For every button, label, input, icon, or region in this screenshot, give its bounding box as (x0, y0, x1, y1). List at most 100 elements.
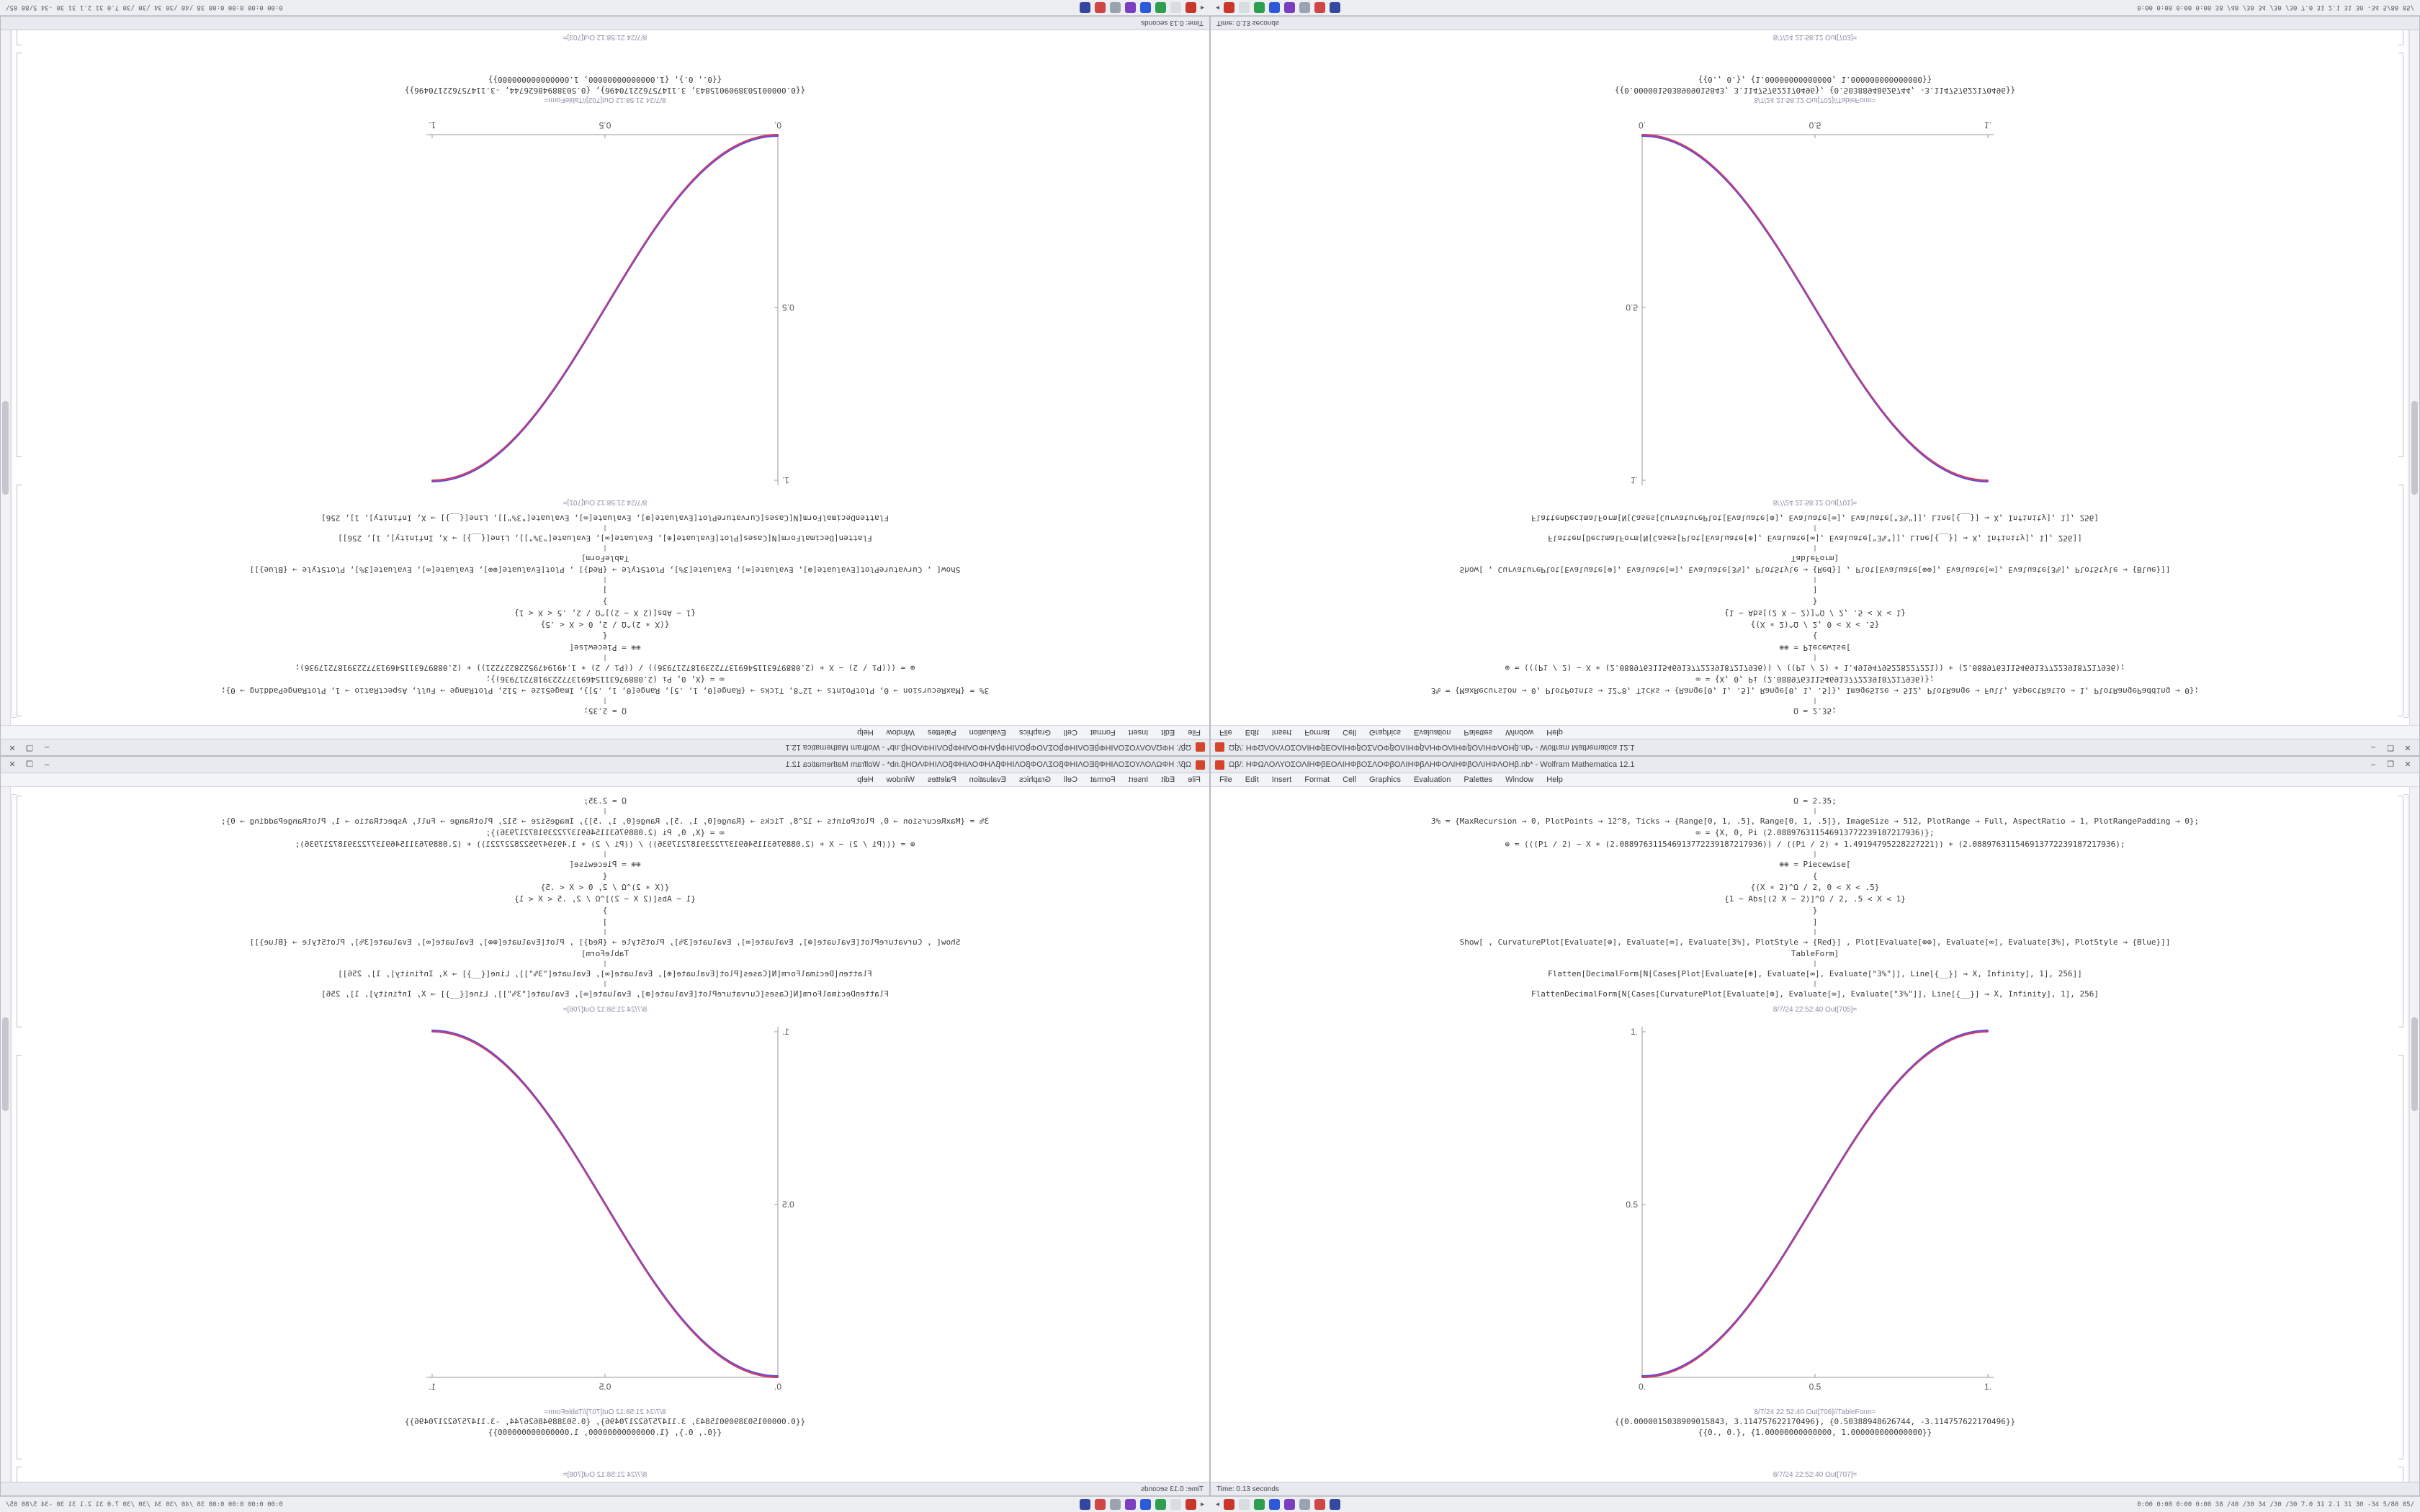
input-code-line[interactable]: {(X ∗ 2)^Ω / 2, 0 < X < .5} (1750, 883, 1880, 892)
app-crimson-icon[interactable] (1314, 1499, 1326, 1510)
vertical-scrollbar[interactable] (2409, 787, 2419, 1482)
input-code-line[interactable]: ⊕ = (((Pi / 2) − X ∗ (2.0889763115469137… (295, 840, 915, 849)
app-red-icon[interactable] (1185, 1499, 1196, 1510)
input-code-line[interactable]: 3% = {MaxRecursion → 0, PlotPoints → 12^… (1430, 686, 2200, 696)
input-code-line[interactable]: { (602, 871, 608, 881)
menu-cell[interactable]: Cell (1343, 775, 1357, 784)
app-red-icon[interactable] (1185, 2, 1196, 13)
menu-file[interactable]: File (1219, 728, 1232, 737)
scrollbar-thumb[interactable] (2, 1017, 9, 1111)
menu-file[interactable]: File (1188, 728, 1201, 737)
input-code-line[interactable]: 3% = {MaxRecursion → 0, PlotPoints → 12^… (1430, 816, 2200, 826)
app-gray-icon[interactable] (1299, 2, 1311, 13)
app-gray-icon[interactable] (1299, 1499, 1311, 1510)
menu-palettes[interactable]: Palettes (1464, 728, 1493, 737)
menu-help[interactable]: Help (1546, 775, 1563, 784)
menu-evaluation[interactable]: Evaluation (1414, 728, 1451, 737)
window-titlebar[interactable]: Ωβ/: ΗΦΩΛΟΛΥΟΣΟΛΙΗΦβΕΟΛΙΗΦβΟΣΛΟΦβΟΛΙΗΦβΛ… (1, 739, 1209, 755)
input-code-line[interactable]: ⊕⊕ = Piecewise[ (1779, 643, 1851, 652)
input-code-line[interactable]: Show[ , CurvaturePlot[Evaluate[⊕], Evalu… (249, 565, 961, 575)
input-code-line[interactable]: } (1812, 597, 1818, 606)
menu-palettes[interactable]: Palettes (1464, 775, 1493, 784)
app-light-icon[interactable] (1170, 2, 1181, 13)
minimize-button[interactable]: – (44, 743, 50, 752)
input-code-line[interactable]: } (1812, 906, 1818, 915)
app-light-icon[interactable] (1170, 1499, 1181, 1510)
input-code-line[interactable]: Ω = 2.35; (583, 796, 627, 806)
vertical-scrollbar[interactable] (2409, 30, 2419, 725)
app-navy-icon[interactable] (1330, 1499, 1341, 1510)
close-button[interactable]: ✕ (2404, 743, 2411, 752)
input-code-line[interactable]: FlattenDecimalForm[N[Cases[CurvaturePlot… (321, 989, 889, 999)
app-crimson-icon[interactable] (1094, 1499, 1106, 1510)
app-gray-icon[interactable] (1109, 1499, 1121, 1510)
app-purple-icon[interactable] (1124, 1499, 1136, 1510)
app-navy-icon[interactable] (1079, 2, 1090, 13)
input-code-line[interactable]: FlattenDecimalForm[N[Cases[CurvaturePlot… (1531, 989, 2099, 999)
menu-format[interactable]: Format (1304, 775, 1330, 784)
input-code-line[interactable]: 3% = {MaxRecursion → 0, PlotPoints → 12^… (220, 816, 990, 826)
minimize-button[interactable]: – (44, 760, 50, 769)
scrollbar-thumb[interactable] (2411, 401, 2418, 495)
vertical-scrollbar[interactable] (1, 30, 11, 725)
app-crimson-icon[interactable] (1314, 2, 1326, 13)
app-red-icon[interactable] (1224, 2, 1235, 13)
input-code-line[interactable]: Ω = 2.35; (583, 706, 627, 716)
input-code-line[interactable]: 3% = {MaxRecursion → 0, PlotPoints → 12^… (220, 686, 990, 696)
input-code-line[interactable]: {1 − Abs[(2 X − 2)]^Ω / 2, .5 < X < 1} (514, 608, 696, 618)
menu-insert[interactable]: Insert (1271, 728, 1292, 737)
input-code-line[interactable]: ⊕ = (((Pi / 2) − X ∗ (2.0889763115469137… (1505, 663, 2125, 672)
minimize-button[interactable]: – (2370, 743, 2376, 752)
app-green-icon[interactable] (1155, 1499, 1166, 1510)
input-code-line[interactable]: ] (602, 585, 608, 595)
input-code-line[interactable]: FlattenDecimalForm[N[Cases[CurvaturePlot… (1531, 513, 2099, 523)
menu-graphics[interactable]: Graphics (1018, 775, 1051, 784)
app-purple-icon[interactable] (1124, 2, 1136, 13)
menu-insert[interactable]: Insert (1128, 775, 1149, 784)
taskbar-collapse-arrow[interactable]: ◂ (1200, 4, 1204, 12)
input-code-line[interactable]: {1 − Abs[(2 X − 2)]^Ω / 2, .5 < X < 1} (1724, 608, 1906, 618)
window-titlebar[interactable]: Ωβ/: ΗΦΩΛΟΛΥΟΣΟΛΙΗΦβΕΟΛΙΗΦβΟΣΛΟΦβΟΛΙΗΦβΛ… (1211, 739, 2419, 755)
input-code-line[interactable]: ⊕⊕ = Piecewise[ (569, 860, 641, 869)
app-navy-icon[interactable] (1330, 2, 1341, 13)
menu-window[interactable]: Window (1505, 775, 1534, 784)
input-code-line[interactable]: ] (1812, 585, 1818, 595)
input-code-line[interactable]: Flatten[DecimalForm[N[Cases[Plot[Evaluat… (1548, 969, 2082, 978)
minimize-button[interactable]: – (2370, 760, 2376, 769)
menu-graphics[interactable]: Graphics (1018, 728, 1051, 737)
input-code-line[interactable]: ∞ = {X, 0, Pi (2.08897631154691377223918… (1695, 828, 1935, 837)
maximize-button[interactable]: ❐ (2387, 760, 2394, 769)
input-code-line[interactable]: ∞ = {X, 0, Pi (2.08897631154691377223918… (1695, 675, 1935, 684)
menu-cell[interactable]: Cell (1063, 728, 1077, 737)
input-code-line[interactable]: ⊕ = (((Pi / 2) − X ∗ (2.0889763115469137… (1505, 840, 2125, 849)
input-code-line[interactable]: Flatten[DecimalForm[N[Cases[Plot[Evaluat… (1548, 534, 2082, 543)
menu-edit[interactable]: Edit (1245, 728, 1259, 737)
input-code-line[interactable]: {1 − Abs[(2 X − 2)]^Ω / 2, .5 < X < 1} (1724, 894, 1906, 904)
input-code-line[interactable]: ] (602, 917, 608, 927)
close-button[interactable]: ✕ (9, 743, 16, 752)
taskbar-collapse-arrow[interactable]: ◂ (1216, 4, 1220, 12)
app-green-icon[interactable] (1155, 2, 1166, 13)
input-code-line[interactable]: { (1812, 871, 1818, 881)
menu-cell[interactable]: Cell (1063, 775, 1077, 784)
close-button[interactable]: ✕ (9, 760, 16, 769)
menu-format[interactable]: Format (1090, 775, 1116, 784)
menu-window[interactable]: Window (886, 775, 915, 784)
window-titlebar[interactable]: Ωβ/: ΗΦΩΛΟΛΥΟΣΟΛΙΗΦβΕΟΛΙΗΦβΟΣΛΟΦβΟΛΙΗΦβΛ… (1211, 757, 2419, 773)
input-code-line[interactable]: } (602, 906, 608, 915)
input-code-line[interactable]: TableForm] (581, 949, 629, 958)
menu-insert[interactable]: Insert (1271, 775, 1292, 784)
menu-window[interactable]: Window (1505, 728, 1534, 737)
input-code-line[interactable]: Show[ , CurvaturePlot[Evaluate[⊕], Evalu… (1459, 565, 2171, 575)
app-red-icon[interactable] (1224, 1499, 1235, 1510)
menu-edit[interactable]: Edit (1161, 775, 1175, 784)
menu-format[interactable]: Format (1090, 728, 1116, 737)
taskbar-collapse-arrow[interactable]: ◂ (1216, 1500, 1220, 1508)
input-code-line[interactable]: { (602, 631, 608, 641)
input-code-line[interactable]: Flatten[DecimalForm[N[Cases[Plot[Evaluat… (338, 534, 872, 543)
app-purple-icon[interactable] (1284, 2, 1296, 13)
app-blue-icon[interactable] (1269, 2, 1281, 13)
app-purple-icon[interactable] (1284, 1499, 1296, 1510)
menu-graphics[interactable]: Graphics (1369, 728, 1402, 737)
input-code-line[interactable]: ⊕⊕ = Piecewise[ (1779, 860, 1851, 869)
